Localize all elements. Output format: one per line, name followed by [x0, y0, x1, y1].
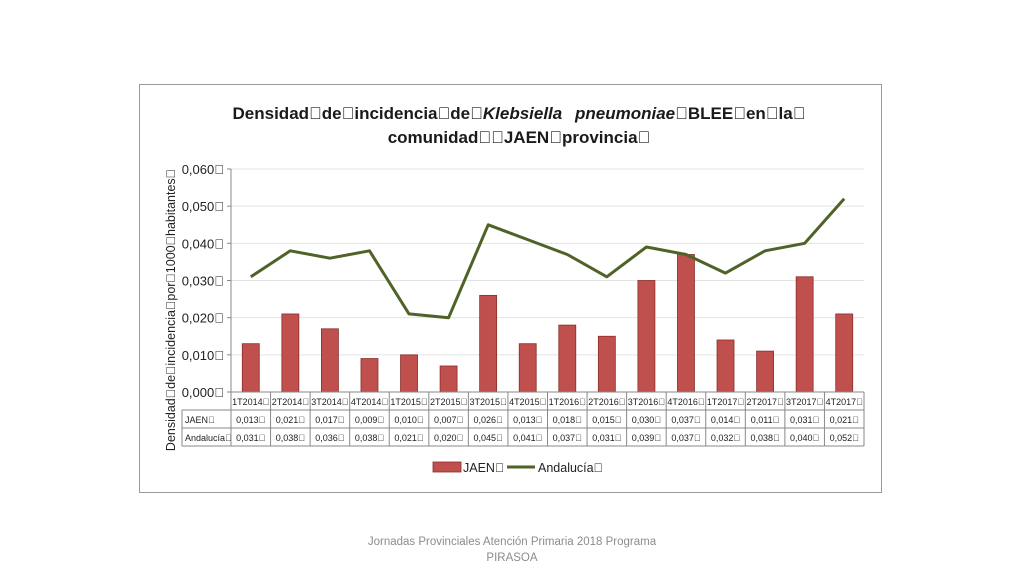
legend-label-jaen: JAEN  [463, 461, 504, 475]
data-label: 0,031  [592, 433, 621, 443]
y-axis-label: Densidad de incidencia por 1000 habitant… [164, 169, 178, 451]
data-label: 0,036  [315, 433, 344, 443]
data-label: 0,020  [434, 433, 463, 443]
chart-title-suffix:  BLEE en la  [675, 104, 805, 123]
y-tick-label: 0,010  [182, 348, 224, 363]
y-tick-label: 0,040  [182, 236, 224, 251]
category-label: 3T2017  [786, 397, 823, 407]
legend-label-andalucia: Andalucía  [538, 461, 603, 475]
footer-text: Jornadas Provinciales Atención Primaria … [367, 536, 657, 564]
chart-title-prefix: Densidad de incidencia de  [233, 104, 483, 123]
data-label: 0,037  [671, 433, 700, 443]
bar-jaen [597, 335, 616, 393]
data-label: 0,038  [750, 433, 779, 443]
data-label: 0,009  [355, 415, 384, 425]
data-label: 0,013  [513, 415, 542, 425]
data-label: 0,037  [671, 415, 700, 425]
data-label: 0,045  [474, 433, 503, 443]
data-label: 0,040  [790, 433, 819, 443]
category-label: 1T2014  [232, 397, 269, 407]
bar-jaen [281, 313, 300, 393]
data-label: 0,039  [632, 433, 661, 443]
y-tick-label: 0,020  [182, 311, 224, 326]
chart-title-italic: Klebsiella pneumoniae [483, 104, 675, 123]
category-label: 2T2016  [588, 397, 625, 407]
legend-swatch-jaen [432, 461, 462, 473]
footer: Jornadas Provinciales Atención Primaria … [0, 534, 1024, 566]
bar-jaen [479, 294, 498, 393]
data-label: 0,021  [394, 433, 423, 443]
bar-jaen [518, 343, 537, 393]
data-label: 0,014  [711, 415, 740, 425]
y-tick-label: 0,060  [182, 162, 224, 177]
data-label: 0,037  [553, 433, 582, 443]
plot-layer: 0,000  0,010  0,020  0,030  0,040  0,050  0,06… [181, 162, 865, 475]
category-label: 1T2017  [707, 397, 744, 407]
bar-jaen [835, 313, 854, 393]
bar-jaen [400, 354, 418, 393]
category-label: 4T2014  [351, 397, 388, 407]
category-label: 4T2017  [826, 397, 863, 407]
chart-frame: Densidad de incidencia de Klebsiella pne… [139, 84, 882, 493]
bar-jaen [241, 343, 260, 393]
y-tick-label: 0,030  [182, 274, 224, 289]
chart-svg: Densidad de incidencia de Klebsiella pne… [164, 104, 865, 475]
category-label: 2T2017  [746, 397, 783, 407]
category-label: 1T2015  [390, 397, 427, 407]
data-label: 0,021  [276, 415, 305, 425]
data-label: 0,038  [355, 433, 384, 443]
data-label: 0,017  [315, 415, 344, 425]
bar-jaen [360, 358, 379, 393]
bar-jaen [321, 328, 339, 393]
data-label: 0,031  [236, 433, 265, 443]
y-tick-label: 0,000  [182, 385, 224, 400]
category-label: 4T2015  [509, 397, 546, 407]
category-label: 3T2016  [628, 397, 665, 407]
category-label: 4T2016  [667, 397, 704, 407]
category-label: 3T2014  [311, 397, 348, 407]
bar-jaen [637, 280, 656, 393]
category-label: 3T2015  [470, 397, 507, 407]
bar-jaen [756, 350, 774, 393]
table-series-name: JAEN  [185, 415, 215, 425]
data-label: 0,041  [513, 433, 542, 443]
data-label: 0,011  [751, 415, 780, 425]
data-label: 0,010  [394, 415, 423, 425]
data-label: 0,031  [790, 415, 819, 425]
data-label: 0,007  [434, 415, 463, 425]
bar-jaen [677, 254, 695, 393]
data-label: 0,015  [592, 415, 621, 425]
data-label: 0,018  [553, 415, 582, 425]
data-label: 0,013  [236, 415, 265, 425]
table-series-name: Andalucía  [185, 433, 232, 443]
bar-jaen [716, 339, 735, 393]
chart-title-line1: Densidad de incidencia de Klebsiella pne… [233, 104, 806, 123]
data-label: 0,052  [830, 433, 859, 443]
data-label: 0,032  [711, 433, 740, 443]
data-label: 0,030  [632, 415, 661, 425]
bar-jaen [795, 276, 814, 393]
data-label: 0,026  [474, 415, 503, 425]
category-label: 1T2016  [549, 397, 586, 407]
bar-jaen [439, 365, 458, 393]
y-tick-label: 0,050  [182, 199, 224, 214]
data-label: 0,021  [830, 415, 859, 425]
category-label: 2T2014  [272, 397, 309, 407]
data-label: 0,038  [276, 433, 305, 443]
bar-jaen [558, 324, 577, 393]
line-andalucia [249, 197, 846, 320]
chart-title-line2: comunidad  JAEN provincia  [388, 128, 651, 147]
category-label: 2T2015  [430, 397, 467, 407]
